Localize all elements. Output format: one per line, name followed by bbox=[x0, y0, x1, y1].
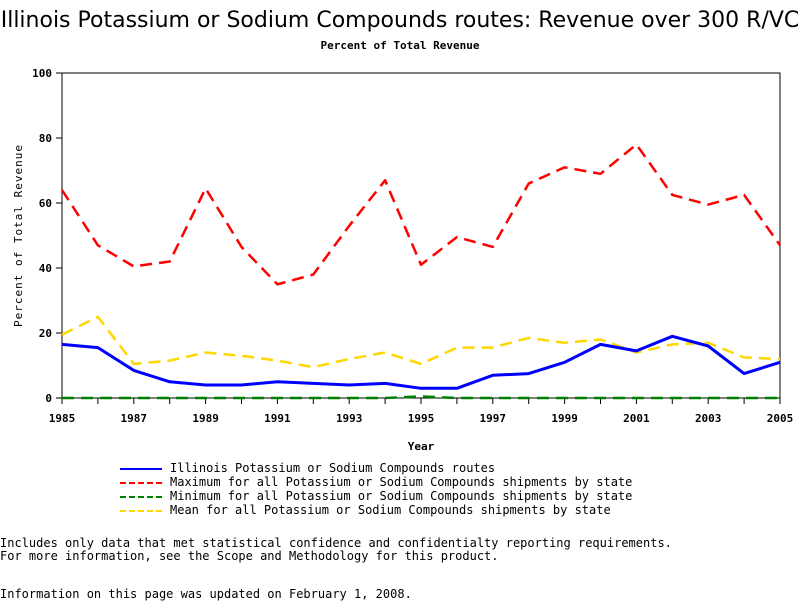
x-tick-label: 1987 bbox=[121, 412, 148, 425]
x-tick-label: 1991 bbox=[264, 412, 291, 425]
x-tick-label: 2001 bbox=[623, 412, 650, 425]
series-line-0 bbox=[61, 334, 781, 390]
series-line-3 bbox=[61, 315, 781, 369]
x-tick-label: 1985 bbox=[49, 412, 76, 425]
y-axis-label: Percent of Total Revenue bbox=[12, 144, 25, 327]
x-tick-label: 1995 bbox=[408, 412, 435, 425]
y-tick-label: 40 bbox=[39, 262, 52, 275]
y-tick-label: 80 bbox=[39, 132, 52, 145]
legend-swatch bbox=[120, 496, 162, 498]
chart-subtitle: Percent of Total Revenue bbox=[320, 39, 480, 52]
y-tick-label: 0 bbox=[45, 392, 52, 405]
series-line-1 bbox=[60, 143, 782, 286]
series-line-2 bbox=[62, 395, 780, 400]
x-tick-label: 2005 bbox=[767, 412, 794, 425]
y-tick-label: 60 bbox=[39, 197, 52, 210]
line-chart: 0 20 40 60 80 100 1985 1987 1989 1991 1993 1995 1997… bbox=[12, 67, 794, 453]
y-tick-label: 100 bbox=[32, 67, 52, 80]
x-tick-label: 2003 bbox=[695, 412, 722, 425]
note-updated: Information on this page was updated on … bbox=[0, 587, 412, 601]
legend-label: Mean for all Potassium or Sodium Compoun… bbox=[170, 503, 611, 517]
x-axis-label: Year bbox=[408, 440, 435, 453]
x-tick-label: 1989 bbox=[192, 412, 219, 425]
x-tick-label: 1993 bbox=[336, 412, 363, 425]
legend-label: Maximum for all Potassium or Sodium Comp… bbox=[170, 475, 633, 489]
note-methodology: For more information, see the Scope and … bbox=[0, 549, 499, 563]
chart-title: Illinois Potassium or Sodium Compounds r… bbox=[0, 8, 800, 33]
x-tick-label: 1997 bbox=[480, 412, 507, 425]
legend-label: Illinois Potassium or Sodium Compounds r… bbox=[170, 461, 496, 475]
legend-swatch bbox=[120, 510, 162, 512]
plot-frame bbox=[61, 72, 781, 399]
note-confidence: Includes only data that met statistical … bbox=[0, 536, 672, 550]
y-tick-label: 20 bbox=[39, 327, 52, 340]
legend-swatch bbox=[120, 468, 162, 470]
legend-label: Minimum for all Potassium or Sodium Comp… bbox=[170, 489, 633, 503]
x-tick-label: 1999 bbox=[551, 412, 578, 425]
legend-swatch bbox=[120, 482, 162, 484]
